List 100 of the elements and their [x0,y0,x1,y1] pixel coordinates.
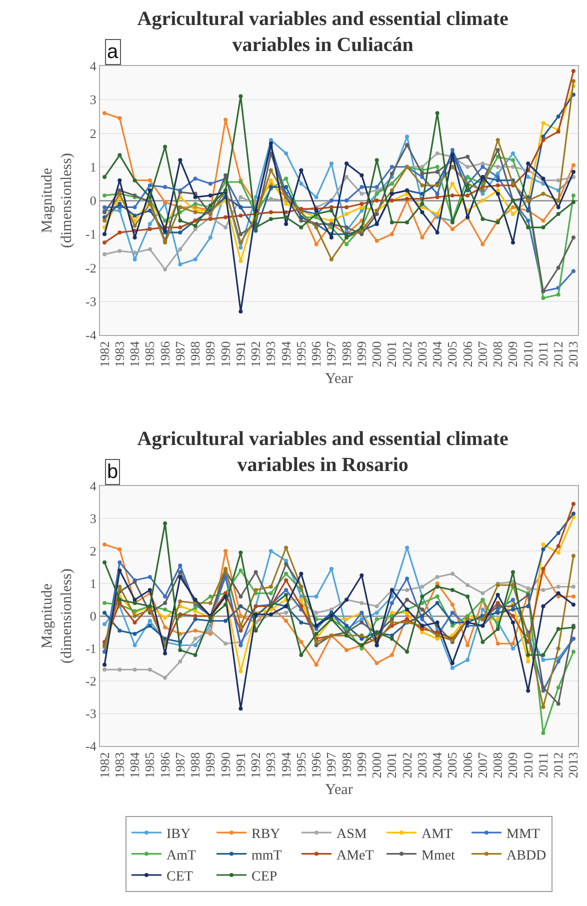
y-tick-label: -3 [86,706,96,722]
x-tick-label: 1989 [202,752,218,778]
x-tick-label: 2007 [474,752,490,778]
x-tick-label: 2006 [460,752,475,778]
y-tick-label: -2 [86,674,96,689]
x-tick-label: 2000 [369,341,384,368]
x-tick-label: 1984 [127,752,142,778]
y-tick-label: 1 [90,576,96,592]
legend-label: RBY [252,827,280,842]
x-tick-label: 1988 [188,341,203,368]
chart-title: Agricultural variables and essential climate variables in Culiacán [137,8,509,56]
y-tick-label: 4 [90,58,97,74]
x-tick-label: 2008 [490,752,506,778]
x-tick-label: 2004 [430,340,445,368]
legend-label: AmT [166,848,196,864]
x-tick-label: 2005 [444,752,460,778]
x-tick-label: 1992 [248,752,264,778]
x-tick-label: 1985 [142,341,158,368]
x-tick-label: 2003 [414,341,430,368]
x-tick-label: 2004 [430,752,445,778]
x-tick-label: 2007 [474,340,490,368]
y-axis-title: Magnitude (dimensionless) [39,153,75,248]
x-tick-label: 2013 [566,752,581,778]
y-tick-label: 0 [90,608,96,624]
x-tick-label: 1984 [127,340,142,368]
chart-title: Agricultural variables and essential climate variables in Rosario [137,428,509,476]
y-tick-label: -1 [86,641,96,656]
x-tick-label: 1994 [278,752,294,778]
x-tick-label: 2012 [550,341,566,368]
y-tick-label: 0 [90,193,96,208]
y-tick-label: 3 [90,511,96,526]
x-tick-label: 2012 [550,752,566,778]
x-tick-label: 2002 [399,752,414,778]
x-tick-label: 1987 [172,752,188,778]
x-tick-label: 1997 [324,752,339,778]
x-tick-label: 2010 [520,341,536,368]
x-tick-label: 1988 [188,752,203,778]
legend-label: AMT [422,827,454,842]
x-tick-label: 1990 [218,752,233,778]
y-tick-label: 2 [90,544,96,559]
y-tick-label: -4 [86,328,97,343]
x-tick-label: 1992 [248,341,264,368]
x-tick-label: 1983 [112,341,127,368]
legend-label: mmT [252,848,282,864]
x-tick-label: 1982 [96,752,112,778]
x-tick-label: 1995 [293,752,308,778]
legend-label: ASM [336,827,368,842]
y-tick-label: -1 [86,226,96,242]
y-tick-label: -2 [86,260,96,276]
x-tick-label: 1998 [338,752,354,778]
legend-label: IBY [166,827,191,842]
x-tick-label: 2009 [505,341,520,368]
legend-label: CEP [252,869,278,884]
x-tick-label: 1986 [157,340,172,368]
y-tick-label: -4 [86,738,97,754]
x-tick-label: 1993 [263,341,278,368]
y-tick-label: 3 [90,92,96,108]
x-tick-label: 2003 [414,752,430,778]
x-tick-label: 1998 [338,341,354,368]
x-tick-label: 1983 [112,752,127,778]
x-tick-label: 1986 [157,752,172,778]
x-tick-label: 1985 [142,752,158,778]
legend-label: AMeT [336,848,374,864]
y-tick-label: 4 [90,478,97,494]
x-tick-label: 1990 [218,341,233,368]
x-tick-label: 2001 [384,752,400,778]
x-tick-label: 1997 [324,340,339,368]
y-tick-label: 1 [90,159,96,174]
legend-label: MMT [506,827,540,842]
x-tick-label: 2010 [520,752,536,778]
x-tick-label: 2005 [444,341,460,368]
text: b [107,461,118,483]
x-tick-label: 2000 [369,752,384,778]
x-tick-label: 2009 [505,752,520,778]
x-tick-label: 1996 [308,340,324,368]
x-tick-label: 1995 [293,341,308,368]
x-tick-label: 1999 [354,752,369,778]
x-tick-label: 1991 [232,752,248,778]
x-tick-label: 2006 [460,340,475,368]
legend-label: Mmet [422,848,456,864]
x-axis-title: Year [325,371,353,388]
x-tick-label: 2011 [535,341,550,367]
x-tick-label: 2001 [384,341,400,368]
legend-label: ABDD [506,848,546,864]
x-tick-label: 2013 [566,341,581,368]
x-tick-label: 1989 [202,341,218,368]
x-tick-label: 1982 [96,341,112,368]
y-tick-label: -3 [86,294,96,309]
x-tick-label: 1994 [278,340,294,368]
text: a [107,41,119,63]
x-tick-label: 2011 [535,752,550,778]
x-tick-label: 1996 [308,752,324,778]
y-tick-label: 2 [90,126,96,141]
legend-label: CET [166,869,194,884]
x-tick-label: 2008 [490,341,506,368]
x-tick-label: 1993 [263,752,278,778]
x-tick-label: 2002 [399,341,414,368]
x-tick-label: 1987 [172,340,188,368]
x-tick-label: 1999 [354,341,369,368]
x-axis-title: Year [325,782,353,798]
